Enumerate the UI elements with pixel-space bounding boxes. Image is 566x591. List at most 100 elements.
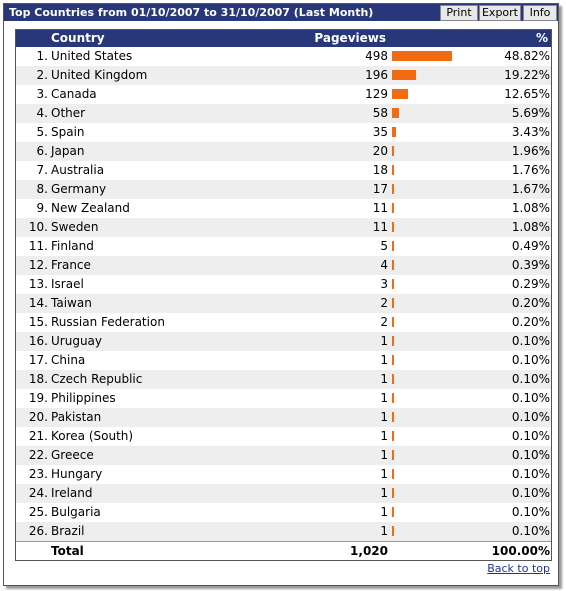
rank: 20. <box>28 410 48 424</box>
pageviews-bar <box>392 412 394 422</box>
table-row: 12. France 4 0.39% <box>16 256 551 275</box>
pageviews: 498 <box>365 49 388 63</box>
country: China <box>51 353 86 367</box>
country: Russian Federation <box>51 315 165 329</box>
pageviews: 1 <box>380 505 388 519</box>
back-to-top-link[interactable]: Back to top <box>487 562 550 575</box>
country: Israel <box>51 277 84 291</box>
percent: 0.10% <box>511 448 550 462</box>
pageviews-bar <box>392 241 394 251</box>
percent: 0.10% <box>511 372 550 386</box>
rank: 3. <box>36 87 48 101</box>
rank: 19. <box>28 391 48 405</box>
country: Bulgaria <box>51 505 101 519</box>
button[interactable]: Info <box>523 5 557 21</box>
country: Uruguay <box>51 334 102 348</box>
table-row: 25. Bulgaria 1 0.10% <box>16 503 551 522</box>
pageviews: 11 <box>372 220 388 234</box>
pageviews: 1 <box>380 410 388 424</box>
pageviews: 1 <box>380 448 388 462</box>
table-row: 21. Korea (South) 1 0.10% <box>16 427 551 446</box>
percent: 0.39% <box>511 258 550 272</box>
table-row: 11. Finland 5 0.49% <box>16 237 551 256</box>
pageviews: 18 <box>372 163 388 177</box>
pageviews: 3 <box>380 277 388 291</box>
table-row: 2. United Kingdom 196 19.22% <box>16 66 551 85</box>
pageviews: 2 <box>380 315 388 329</box>
pageviews: 1 <box>380 353 388 367</box>
pageviews: 1 <box>380 524 388 538</box>
country: Greece <box>51 448 94 462</box>
pageviews: 20 <box>372 144 388 158</box>
percent: 0.10% <box>511 410 550 424</box>
country: United States <box>51 49 133 63</box>
pageviews: 196 <box>365 68 388 82</box>
pageviews: 17 <box>372 182 388 196</box>
rank: 4. <box>36 106 48 120</box>
country: Spain <box>51 125 85 139</box>
pageviews-bar <box>392 507 394 517</box>
header-row: Country Pageviews% <box>16 30 551 47</box>
percent: 0.10% <box>511 467 550 481</box>
pageviews-bar <box>392 526 394 536</box>
percent: 0.20% <box>511 315 550 329</box>
pageviews-bar <box>392 184 395 194</box>
pageviews-bar <box>392 336 394 346</box>
pageviews: 1 <box>380 467 388 481</box>
pageviews-bar <box>392 279 394 289</box>
country: Pakistan <box>51 410 102 424</box>
country: Taiwan <box>51 296 92 310</box>
rank: 2. <box>36 68 48 82</box>
pageviews-bar <box>392 393 394 403</box>
pageviews-bar <box>392 127 397 137</box>
title: Top Countries from 01/10/2007 to 31/10/2… <box>9 6 374 19</box>
table-row: 3. Canada 129 12.65% <box>16 85 551 104</box>
percent: 12.65% <box>504 87 550 101</box>
pageviews-bar <box>392 203 394 213</box>
pageviews: 2 <box>380 296 388 310</box>
button[interactable]: Export <box>479 5 521 21</box>
pageviews: 129 <box>365 87 388 101</box>
country: Germany <box>51 182 107 196</box>
country: Sweden <box>51 220 99 234</box>
table-row: 26. Brazil 1 0.10% <box>16 522 551 541</box>
table-row: 14. Taiwan 2 0.20% <box>16 294 551 313</box>
pageviews: 35 <box>372 125 388 139</box>
country: Philippines <box>51 391 116 405</box>
rank: 25. <box>28 505 48 519</box>
percent: 0.49% <box>511 239 550 253</box>
pageviews-bar <box>392 317 394 327</box>
pageviews-bar <box>392 450 394 460</box>
rank: 5. <box>36 125 48 139</box>
pageviews-bar <box>392 70 416 80</box>
pageviews: 11 <box>372 201 388 215</box>
pageviews-bar <box>392 165 395 175</box>
table-row: 1. United States 498 48.82% <box>16 47 551 66</box>
table-row: 7. Australia 18 1.76% <box>16 161 551 180</box>
rank: 7. <box>36 163 48 177</box>
pageviews-bar <box>392 355 394 365</box>
pageviews-bar <box>392 89 408 99</box>
percent: 3.43% <box>511 125 550 139</box>
table-row: 23. Hungary 1 0.10% <box>16 465 551 484</box>
percent: 0.20% <box>511 296 550 310</box>
country: Finland <box>51 239 94 253</box>
table-row: 9. New Zealand 11 1.08% <box>16 199 551 218</box>
percent: 1.08% <box>511 220 550 234</box>
percent: 5.69% <box>511 106 550 120</box>
pageviews-bar <box>392 222 394 232</box>
table-row: 22. Greece 1 0.10% <box>16 446 551 465</box>
total-pageviews: 1,020 <box>350 544 388 558</box>
rank: 1. <box>36 49 48 63</box>
percent: 0.10% <box>511 505 550 519</box>
percent: 0.29% <box>511 277 550 291</box>
pageviews-bar <box>392 146 395 156</box>
rank: 24. <box>28 486 48 500</box>
percent: 48.82% <box>504 49 550 63</box>
column-header: % <box>535 31 548 45</box>
pageviews: 1 <box>380 429 388 443</box>
percent: 0.10% <box>511 391 550 405</box>
button[interactable]: Print <box>440 5 478 21</box>
pageviews: 1 <box>380 334 388 348</box>
pageviews: 1 <box>380 486 388 500</box>
